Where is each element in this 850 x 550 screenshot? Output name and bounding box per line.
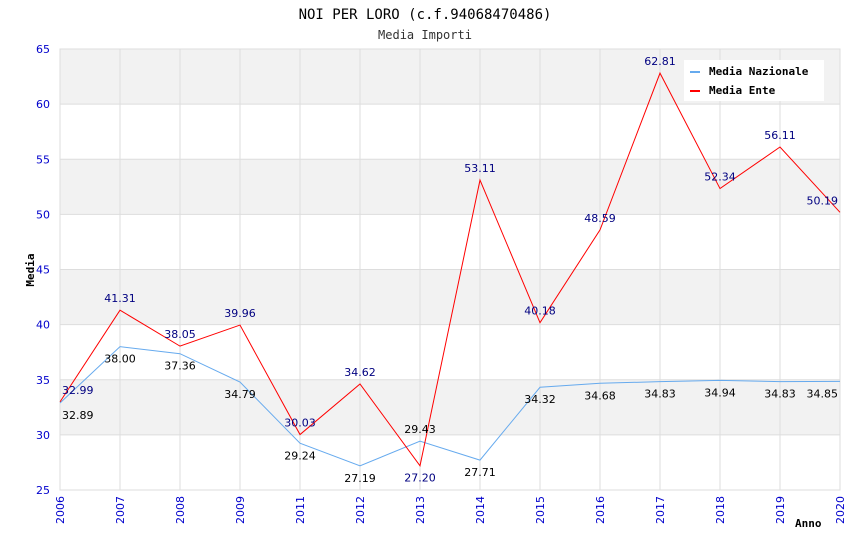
y-tick-label: 25 [36,484,50,497]
data-label: 38.00 [104,353,136,366]
x-tick-label: 2019 [774,496,787,524]
chart-subtitle: Media Importi [378,28,472,42]
data-label: 40.18 [524,305,556,318]
data-label: 34.79 [224,388,256,401]
data-label: 29.43 [404,423,436,436]
y-tick-label: 65 [36,43,50,56]
series-line-1 [59,71,841,467]
data-label: 27.71 [464,466,496,479]
legend-swatch-ente [690,90,700,92]
x-tick-label: 2013 [414,496,427,524]
plot-band [60,269,840,325]
x-tick-label: 2009 [234,496,247,524]
data-label: 34.62 [344,366,376,379]
x-tick-label: 2018 [714,496,727,524]
y-tick-label: 50 [36,208,50,221]
data-label: 52.34 [704,171,736,184]
data-label: 27.20 [404,472,436,485]
legend: Media Nazionale Media Ente [684,60,824,101]
y-tick-label: 60 [36,98,50,111]
x-tick-label: 2016 [594,496,607,524]
plot-band [60,379,840,435]
x-tick-label: 2011 [294,496,307,524]
plot-band [60,324,840,380]
data-label: 56.11 [764,129,796,142]
data-label: 34.32 [524,393,556,406]
data-label: 34.68 [584,389,616,402]
data-label: 34.85 [807,387,839,400]
data-label: 34.83 [644,388,676,401]
data-label: 32.89 [62,409,94,422]
series-line-0 [59,346,841,467]
data-label: 39.96 [224,307,256,320]
x-tick-label: 2006 [54,496,67,524]
y-tick-label: 55 [36,153,50,166]
data-label: 48.59 [584,212,616,225]
x-axis-label: Anno [795,517,822,530]
data-label: 29.24 [284,449,316,462]
data-label: 34.94 [704,386,736,399]
y-axis-label: Media [24,253,37,286]
data-label: 38.05 [164,328,196,341]
x-tick-label: 2008 [174,496,187,524]
x-tick-label: 2012 [354,496,367,524]
legend-swatch-nazionale [690,71,700,73]
plot-band [60,434,840,490]
data-label: 41.31 [104,292,136,305]
legend-label-nazionale: Media Nazionale [709,65,809,78]
data-label: 34.83 [764,388,796,401]
y-tick-label: 40 [36,319,50,332]
data-label: 50.19 [807,194,839,207]
data-label: 53.11 [464,162,496,175]
data-label: 27.19 [344,472,376,485]
legend-label-ente: Media Ente [709,84,776,97]
data-label: 30.03 [284,417,316,430]
plot-band [60,104,840,160]
plot-band [60,214,840,270]
y-tick-label: 30 [36,429,50,442]
x-tick-label: 2014 [474,496,487,524]
x-tick-label: 2017 [654,496,667,524]
x-tick-label: 2007 [114,496,127,524]
data-label: 37.36 [164,360,196,373]
x-tick-label: 2015 [534,496,547,524]
y-tick-label: 45 [36,264,50,277]
y-tick-label: 35 [36,374,50,387]
data-label: 62.81 [644,55,676,68]
data-label: 32.99 [62,384,94,397]
x-tick-label: 2020 [834,496,847,524]
chart-title: NOI PER LORO (c.f.94068470486) [299,7,552,23]
